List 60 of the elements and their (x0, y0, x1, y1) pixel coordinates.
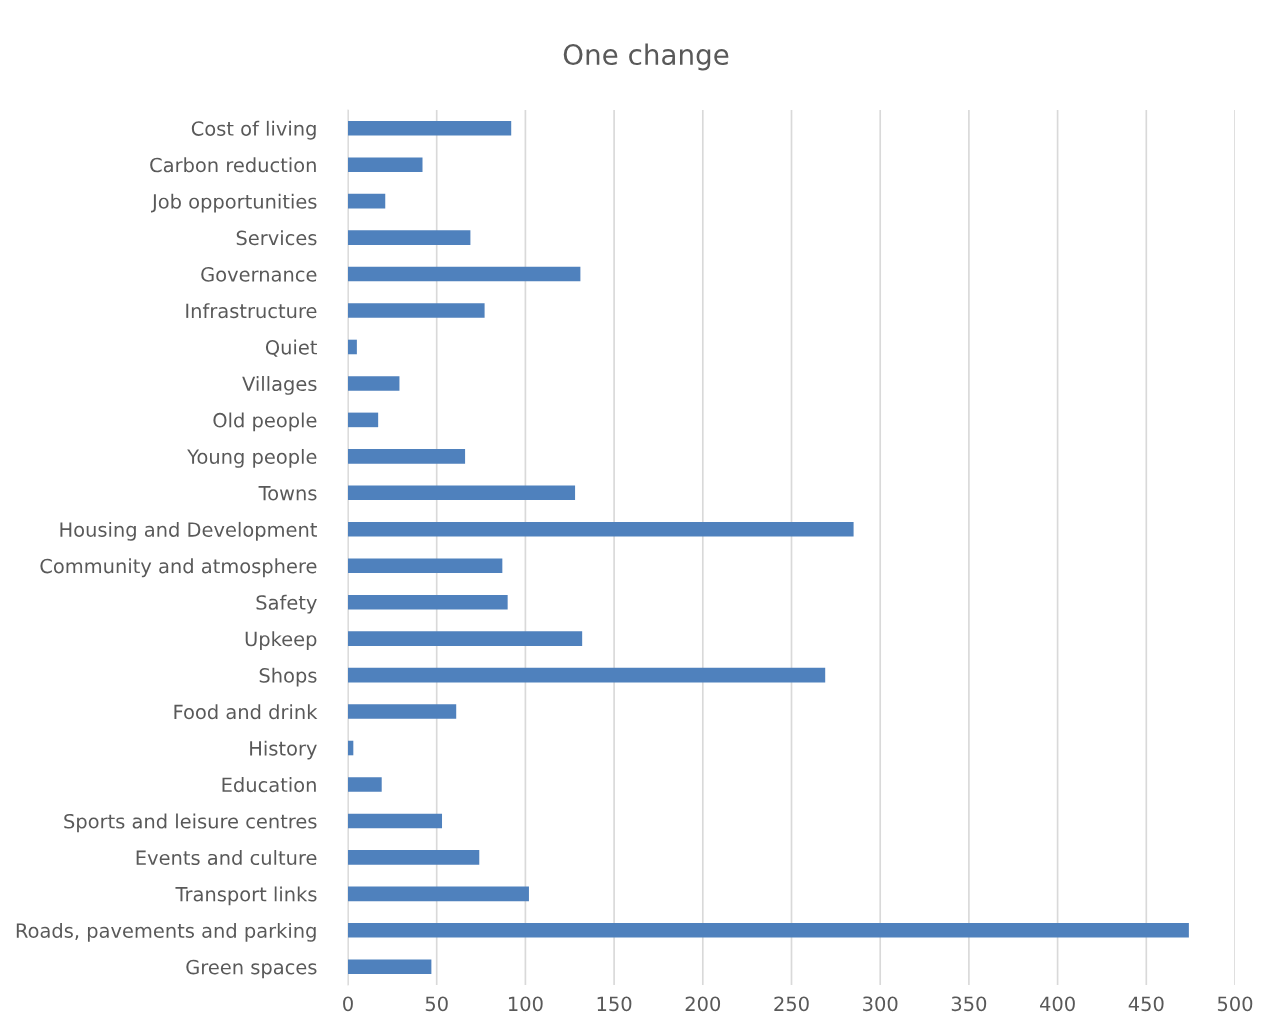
x-tick-label: 100 (508, 996, 543, 1012)
bar (348, 667, 826, 683)
bar (348, 813, 443, 829)
bar (348, 266, 581, 282)
y-tick-label: Governance (201, 267, 317, 282)
x-tick-label: 400 (1039, 996, 1075, 1012)
x-tick-label: 350 (951, 996, 987, 1012)
y-tick-label: Infrastructure (186, 303, 317, 319)
x-tick-label: 0 (343, 996, 353, 1012)
y-tick-label: Job opportunities (151, 193, 317, 213)
y-tick-label: Sports and leisure centres (64, 813, 317, 833)
x-tick-label: 50 (425, 996, 448, 1012)
y-tick-label: Cost of living (191, 120, 316, 140)
bar (348, 339, 357, 355)
bar (348, 594, 508, 610)
y-tick-label: Upkeep (245, 631, 317, 651)
bar (348, 521, 854, 537)
y-tick-label: Roads, pavements and parking (16, 922, 316, 942)
x-tick-label: 500 (1217, 996, 1253, 1012)
bar (348, 850, 480, 865)
y-tick-label: Events and culture (136, 850, 317, 866)
bar (348, 120, 512, 136)
bar (348, 704, 457, 719)
y-tick-label: Old people (213, 412, 317, 432)
y-tick-label: Food and drink (174, 704, 318, 720)
y-tick-label: Green spaces (186, 959, 317, 979)
bar (348, 412, 379, 428)
bar (348, 449, 466, 464)
bar (348, 923, 1189, 938)
bar (348, 485, 576, 501)
bar (348, 558, 503, 574)
y-tick-label: Villages (242, 376, 317, 395)
y-tick-label: Housing and Development (60, 521, 317, 541)
x-tick-label: 450 (1128, 996, 1164, 1012)
x-tick-label: 300 (863, 996, 898, 1012)
bar (348, 230, 471, 245)
bar (348, 740, 354, 756)
y-tick-label: Transport links (175, 886, 317, 906)
y-tick-label: Shops (259, 667, 317, 687)
bar (348, 631, 583, 646)
bar (348, 886, 529, 902)
y-tick-label: Towns (258, 486, 317, 501)
bar (348, 303, 485, 318)
y-tick-label: History (250, 740, 317, 760)
bar (348, 193, 386, 209)
y-tick-label: Services (236, 230, 317, 246)
bar (348, 777, 382, 792)
bar (348, 376, 400, 391)
y-tick-label: Education (222, 777, 316, 793)
bar (348, 959, 432, 975)
x-tick-label: 250 (774, 996, 809, 1012)
y-tick-label: Community and atmosphere (40, 558, 317, 578)
x-tick-label: 150 (597, 996, 632, 1012)
chart-title: One change (563, 43, 729, 71)
y-tick-label: Carbon reduction (150, 157, 316, 173)
x-tick-label: 200 (685, 996, 721, 1012)
y-tick-label: Safety (256, 594, 317, 614)
bar (348, 157, 423, 172)
y-tick-label: Quiet (265, 339, 317, 357)
y-tick-label: Young people (187, 448, 317, 468)
